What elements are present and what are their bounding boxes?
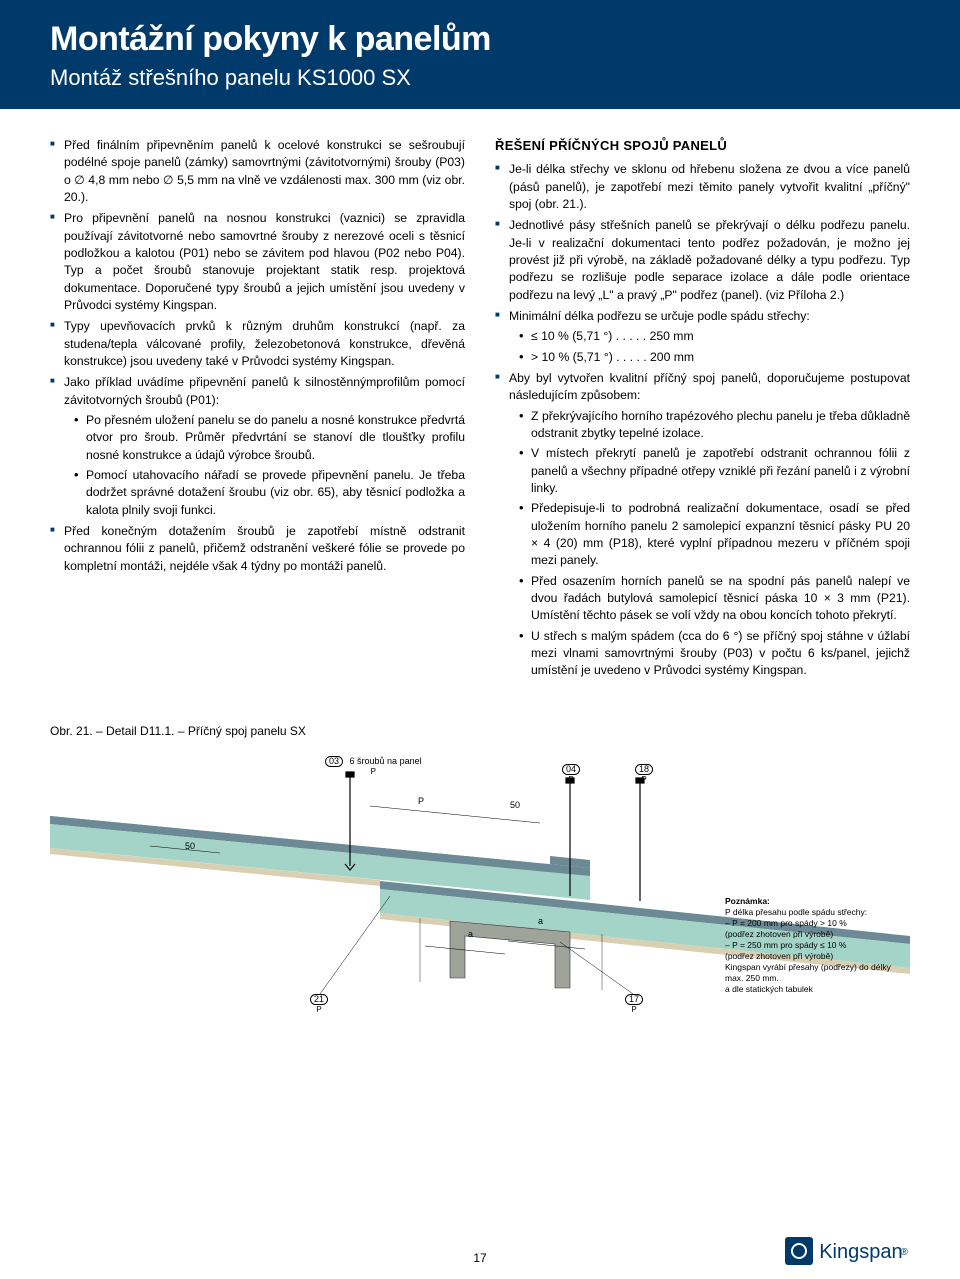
dim-p: P <box>418 796 424 806</box>
header-band: Montážní pokyny k panelům Montáž střešní… <box>0 0 960 109</box>
bullet-item: Aby byl vytvořen kvalitní příčný spoj pa… <box>495 370 910 680</box>
callout-num: 21 <box>310 994 328 1005</box>
bullet-item: Jednotlivé pásy střešních panelů se přek… <box>495 217 910 304</box>
sub-bullet: > 10 % (5,71 °) . . . . . 200 mm <box>519 349 910 366</box>
callout-03: 03 6 šroubů na panel P <box>325 756 422 777</box>
callout-label: 6 šroubů na panel <box>350 756 422 766</box>
dim-a1: a <box>468 929 473 939</box>
bullet-item: Je-li délka střechy ve sklonu od hřebenu… <box>495 161 910 213</box>
callout-num: 18 <box>635 764 653 775</box>
note-line: (podřez zhotoven při výrobě) <box>725 951 833 961</box>
brand-logo-icon <box>785 1237 813 1265</box>
technical-figure: 03 6 šroubů na panel P 04 P 18 P 21 P 17… <box>50 746 910 1026</box>
callout-num: 17 <box>625 994 643 1005</box>
bullet-text: Minimální délka podřezu se určuje podle … <box>509 309 810 323</box>
sub-bullet: Z překrývajícího horního trapézového ple… <box>519 408 910 443</box>
note-line: – P = 200 mm pro spády > 10 % <box>725 918 847 928</box>
callout-sub: P <box>631 1005 636 1014</box>
section-heading: ŘEŠENÍ PŘÍČNÝCH SPOJŮ PANELŮ <box>495 137 910 155</box>
bullet-text: Aby byl vytvořen kvalitní příčný spoj pa… <box>509 371 910 402</box>
dim-a2: a <box>538 916 543 926</box>
note-line: (podřez zhotoven při výrobě) <box>725 929 833 939</box>
bullet-text: Jako příklad uvádíme připevnění panelů k… <box>64 375 465 406</box>
brand-name: Kingspan® <box>819 1241 910 1266</box>
callout-num: 03 <box>325 756 343 767</box>
right-column: ŘEŠENÍ PŘÍČNÝCH SPOJŮ PANELŮ Je-li délka… <box>495 137 910 684</box>
callout-sub: P <box>568 775 573 784</box>
note-line: – P = 250 mm pro spády ≤ 10 % <box>725 940 846 950</box>
brand: Kingspan® <box>785 1237 910 1265</box>
footer: 17 Kingspan® <box>0 1237 960 1265</box>
callout-21: 21 P <box>310 994 328 1015</box>
callout-17: 17 P <box>625 994 643 1015</box>
dim-50b: 50 <box>185 841 195 851</box>
callout-sub: P <box>371 767 376 776</box>
note-title: Poznámka: <box>725 896 770 906</box>
sub-bullet: Před osazením horních panelů se na spodn… <box>519 573 910 625</box>
bullet-item: Typy upevňovacích prvků k různým druhům … <box>50 318 465 370</box>
callout-18: 18 P <box>635 764 653 785</box>
sub-bullet: ≤ 10 % (5,71 °) . . . . . 250 mm <box>519 328 910 345</box>
note-line: a dle statických tabulek <box>725 984 813 994</box>
left-column: Před finálním připevněním panelů k ocelo… <box>50 137 465 684</box>
note-line: Kingspan vyrábí přesahy (podřezy) do dél… <box>725 962 891 983</box>
sub-bullet: V místech překrytí panelů je zapotřebí o… <box>519 445 910 497</box>
dim-50: 50 <box>510 800 520 810</box>
callout-num: 04 <box>562 764 580 775</box>
page-subtitle: Montáž střešního panelu KS1000 SX <box>50 65 910 91</box>
content-columns: Před finálním připevněním panelů k ocelo… <box>50 137 910 684</box>
figure-note: Poznámka: P délka přesahu podle spádu st… <box>725 896 910 995</box>
callout-04: 04 P <box>562 764 580 785</box>
bullet-item: Před konečným dotažením šroubů je zapotř… <box>50 523 465 575</box>
figure-caption: Obr. 21. – Detail D11.1. – Příčný spoj p… <box>50 724 910 738</box>
note-line: P délka přesahu podle spádu střechy: <box>725 907 867 917</box>
sub-bullet: Pomocí utahovacího nářadí se provede při… <box>74 467 465 519</box>
bullet-item: Před finálním připevněním panelů k ocelo… <box>50 137 465 206</box>
callout-sub: P <box>316 1005 321 1014</box>
bullet-item: Pro připevnění panelů na nosnou konstruk… <box>50 210 465 314</box>
sub-bullet: U střech s malým spádem (cca do 6 °) se … <box>519 628 910 680</box>
sub-bullet: Po přesném uložení panelu se do panelu a… <box>74 412 465 464</box>
bullet-item: Minimální délka podřezu se určuje podle … <box>495 308 910 366</box>
bullet-item: Jako příklad uvádíme připevnění panelů k… <box>50 374 465 519</box>
sub-bullet: Předepisuje-li to podrobná realizační do… <box>519 500 910 569</box>
page-title: Montážní pokyny k panelům <box>50 20 910 59</box>
callout-sub: P <box>641 775 646 784</box>
